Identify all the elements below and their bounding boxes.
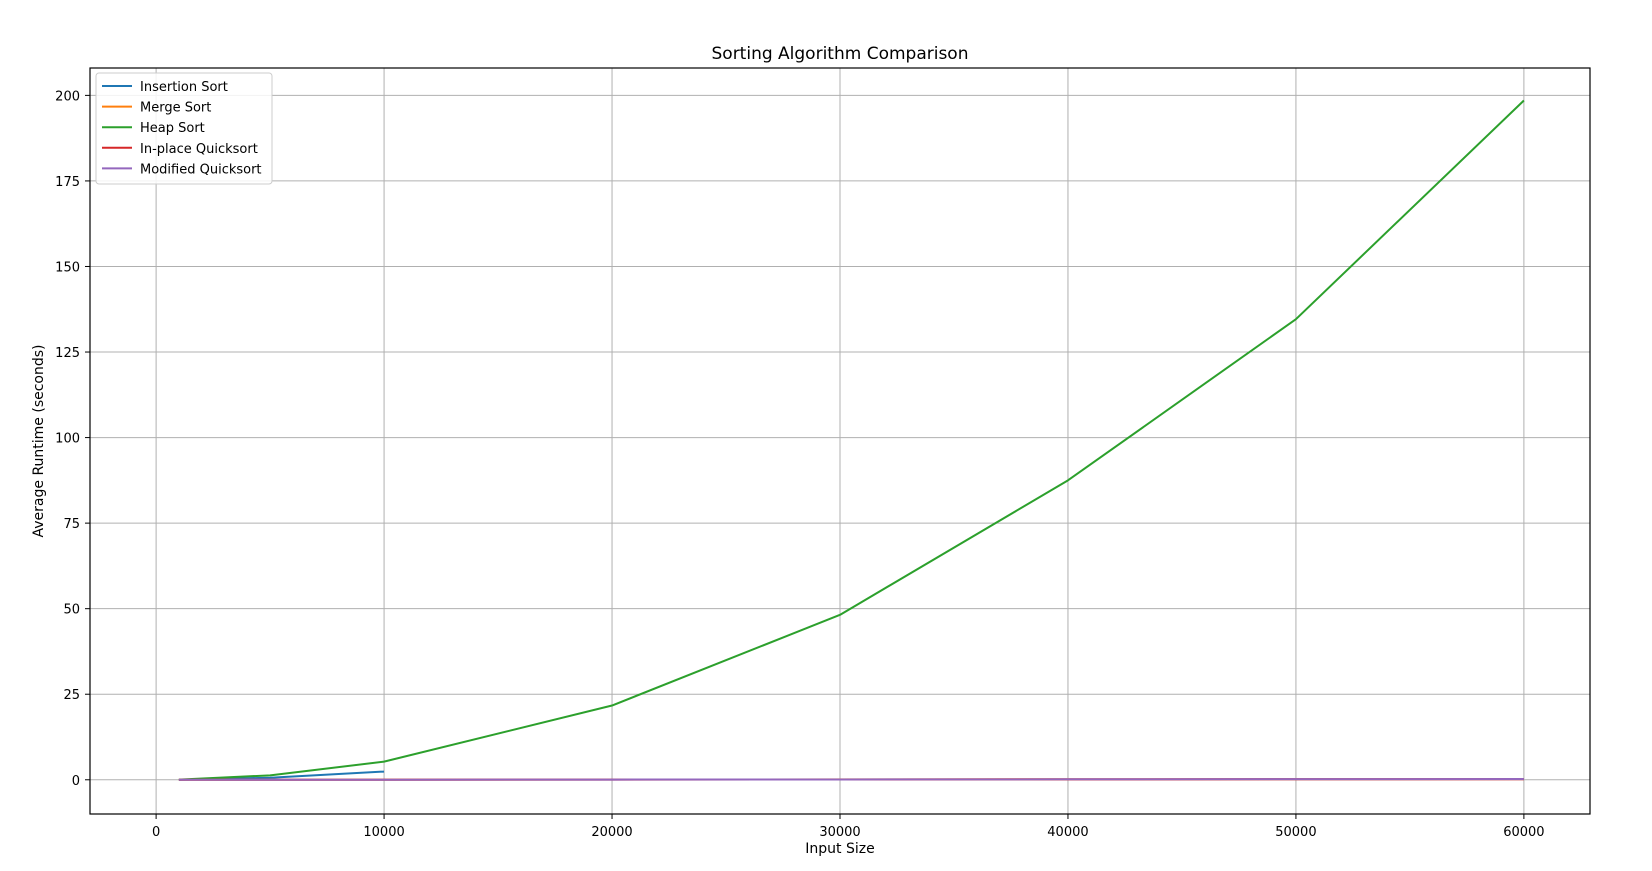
tick-layer: 0 10000 20000 30000 40000 50000 60000 0 25 50 75 10… (55, 89, 1544, 840)
x-tick-label: 50000 (1275, 825, 1316, 840)
y-tick-label: 125 (55, 346, 80, 361)
legend-box (95, 72, 273, 185)
x-tick-label: 60000 (1503, 825, 1544, 840)
x-tick-label: 20000 (591, 825, 632, 840)
legend-label-modified-quicksort: Modified Quicksort (140, 162, 262, 177)
y-tick-label: 200 (55, 89, 80, 104)
y-tick-label: 50 (63, 603, 80, 618)
legend-label-heap-sort: Heap Sort (140, 121, 205, 136)
series-layer (178, 99, 1525, 781)
x-tick-label: 10000 (363, 825, 404, 840)
x-tick-label: 40000 (1047, 825, 1088, 840)
y-tick-label: 175 (55, 175, 80, 190)
y-tick-label: 150 (55, 260, 80, 275)
y-tick-label: 75 (63, 517, 80, 532)
grid-layer (90, 68, 1590, 814)
x-tick-label: 0 (152, 825, 160, 840)
y-tick-label: 100 (55, 432, 80, 447)
series-line-heap-sort (178, 99, 1525, 781)
x-axis-label: Input Size (805, 841, 874, 857)
x-tick-label: 30000 (819, 825, 860, 840)
legend-label-insertion-sort: Insertion Sort (140, 80, 228, 95)
legend-label-in-place-quicksort: In-place Quicksort (140, 142, 258, 157)
chart-title: Sorting Algorithm Comparison (712, 44, 969, 64)
legend-label-merge-sort: Merge Sort (140, 101, 211, 116)
legend: Insertion Sort Merge Sort Heap Sort In-plac… (95, 72, 273, 185)
y-tick-label: 25 (63, 688, 80, 703)
y-axis-label: Average Runtime (seconds) (31, 344, 47, 537)
series-line-modified-quicksort (178, 778, 1524, 781)
y-tick-label: 0 (72, 774, 80, 789)
